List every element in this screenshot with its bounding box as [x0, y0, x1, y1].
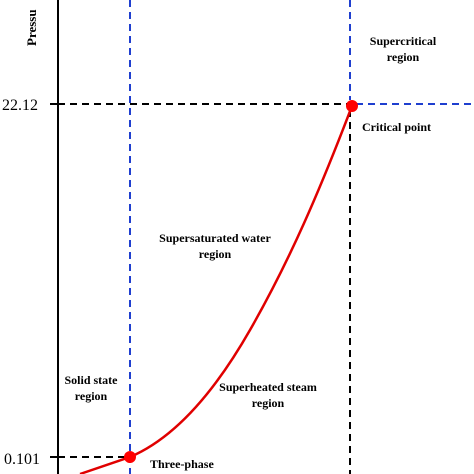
saturation-curve: [79, 105, 354, 474]
supercritical-region-label-line1: Supercritical: [370, 34, 437, 48]
y-tick-label-22-12: 22.12: [2, 97, 38, 114]
superheated-region-label-line1: Superheated steam: [219, 380, 317, 394]
y-tick-label-0-101: 0.101: [4, 451, 40, 468]
solid-region-label-line1: Solid state: [64, 373, 118, 387]
critical-point-marker: [346, 100, 358, 112]
supersaturated-region-label-line1: Supersaturated water: [159, 231, 271, 245]
triple-point-label: Three-phase: [150, 457, 214, 471]
critical-point-label: Critical point: [362, 120, 431, 134]
triple-point-marker: [124, 451, 136, 463]
supersaturated-region-label-line2: region: [199, 247, 232, 261]
y-axis-title: Pressu: [24, 9, 39, 46]
superheated-region-label-line2: region: [252, 396, 285, 410]
solid-region-label-line2: region: [75, 389, 108, 403]
supercritical-region-label-line2: region: [387, 50, 420, 64]
